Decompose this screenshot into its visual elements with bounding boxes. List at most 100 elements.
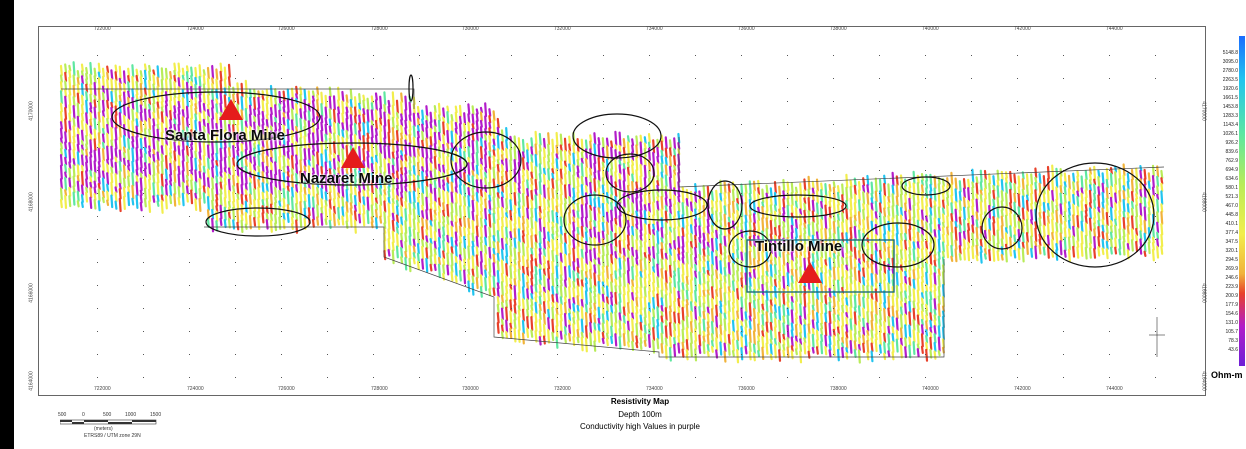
survey-block-outline [61,88,415,109]
x-tick-bottom: 728000 [371,386,388,392]
anomaly-ellipse [205,207,311,237]
x-tick-top: 728000 [371,26,388,32]
legend-value: 521.3 [1225,194,1238,200]
y-tick-right: 4164000 [1200,371,1207,391]
legend-value: 377.4 [1225,230,1238,236]
legend-value: 1453.8 [1222,104,1238,110]
x-tick-bottom: 742000 [1014,386,1031,392]
mine-label-nazaret: Nazaret Mine [300,170,393,187]
y-tick-left: 4170000 [28,101,35,121]
y-tick-left: 4168000 [28,192,35,212]
legend-value: 694.9 [1225,167,1238,173]
y-tick-right: 4168000 [1200,192,1207,212]
anomaly-ellipse [605,153,655,193]
legend-value: 154.6 [1225,311,1238,317]
grid-crosses [97,55,1156,378]
anomaly-ellipse [450,131,522,189]
legend-value: 320.1 [1225,248,1238,254]
mine-label-tintillo: Tintillo Mine [755,238,843,255]
x-tick-top: 740000 [922,26,939,32]
anomaly-ellipse [1035,162,1155,268]
legend-value: 580.1 [1225,185,1238,191]
legend-value: 1283.3 [1222,113,1238,119]
anomaly-ellipse [572,113,662,159]
anomaly-ellipse [901,176,951,196]
anomaly-ellipse [707,180,743,230]
legend-value: 1143.4 [1223,122,1238,128]
y-tick-left: 4166000 [28,283,35,303]
anomaly-ellipse [728,230,772,268]
anomaly-ellipse [749,194,847,218]
x-tick-bottom: 726000 [278,386,295,392]
legend-value: 347.5 [1225,239,1238,245]
map-depth: Depth 100m [618,410,662,419]
scale-label: 500 [103,412,112,418]
legend-unit: Ohm-m [1211,370,1243,380]
left-border-bar [0,0,14,449]
x-tick-top: 732000 [554,26,571,32]
scale-label: 500 [58,412,67,418]
legend-value: 78.3 [1228,338,1238,344]
legend-value: 839.6 [1225,149,1238,155]
mine-label-santa-flora: Santa Flora Mine [165,127,286,144]
legend-value: 43.6 [1228,347,1238,353]
x-tick-bottom: 724000 [187,386,204,392]
anomaly-ellipse [408,74,414,102]
anomaly-ellipse [563,194,627,246]
y-tick-right: 4166000 [1200,283,1207,303]
x-tick-top: 734000 [646,26,663,32]
resistivity-map-frame [38,26,1206,396]
map-note: Conductivity high Values in purple [580,422,700,431]
legend-value: 1920.6 [1222,86,1238,92]
legend-value: 5148.8 [1222,50,1238,56]
resistivity-map-canvas [59,55,1165,378]
legend-value: 269.9 [1225,266,1238,272]
y-tick-right: 4170000 [1200,101,1207,121]
mine-marker-triangle-icon [341,147,365,168]
scale-label: 1500 [150,412,162,418]
x-tick-bottom: 732000 [554,386,571,392]
legend-value: 3095.0 [1222,59,1238,65]
legend-value: 1026.1 [1222,131,1238,137]
legend-value: 762.9 [1225,158,1238,164]
x-tick-bottom: 730000 [462,386,479,392]
x-tick-bottom: 744000 [1106,386,1123,392]
legend-value: 177.9 [1225,302,1238,308]
scale-label: 1000 [125,412,137,418]
legend-value: 410.1 [1225,221,1238,227]
x-tick-bottom: 738000 [830,386,847,392]
legend-value: 223.9 [1225,284,1238,290]
scale-bar: 500 0 500 1000 1500 (meters) ETRS89 / UT… [58,409,168,439]
legend-value: 467.0 [1225,203,1238,209]
anomaly-ellipse [861,222,935,268]
anomaly-ellipse [981,206,1023,250]
resistivity-color-scale [1239,36,1245,366]
legend-value: 926.2 [1225,140,1238,146]
x-tick-top: 744000 [1106,26,1123,32]
scale-projection: ETRS89 / UTM zone 29N [84,433,141,439]
x-tick-top: 736000 [738,26,755,32]
survey-block-outline [678,137,1165,188]
x-tick-top: 738000 [830,26,847,32]
legend-value: 105.7 [1225,329,1238,335]
x-tick-top: 722000 [94,26,111,32]
legend-value: 131.0 [1225,320,1238,326]
mine-marker-triangle-icon [798,262,822,283]
legend-value: 2263.5 [1222,77,1238,83]
x-tick-bottom: 734000 [646,386,663,392]
legend-value: 2780.0 [1222,68,1238,74]
legend-value: 246.6 [1225,275,1238,281]
survey-block-outline [204,226,945,358]
scale-unit: (meters) [94,426,113,432]
resistivity-survey-lines [59,61,1164,364]
x-tick-top: 726000 [278,26,295,32]
y-tick-left: 4164000 [28,371,35,391]
x-tick-bottom: 722000 [94,386,111,392]
x-tick-bottom: 736000 [738,386,755,392]
legend-value: 445.8 [1225,212,1238,218]
scale-label: 0 [82,412,85,418]
legend-value: 634.6 [1225,176,1238,182]
anomaly-ellipse [616,189,708,221]
map-title: Resistivity Map [610,397,670,406]
tintillo-area-outline [746,239,895,293]
